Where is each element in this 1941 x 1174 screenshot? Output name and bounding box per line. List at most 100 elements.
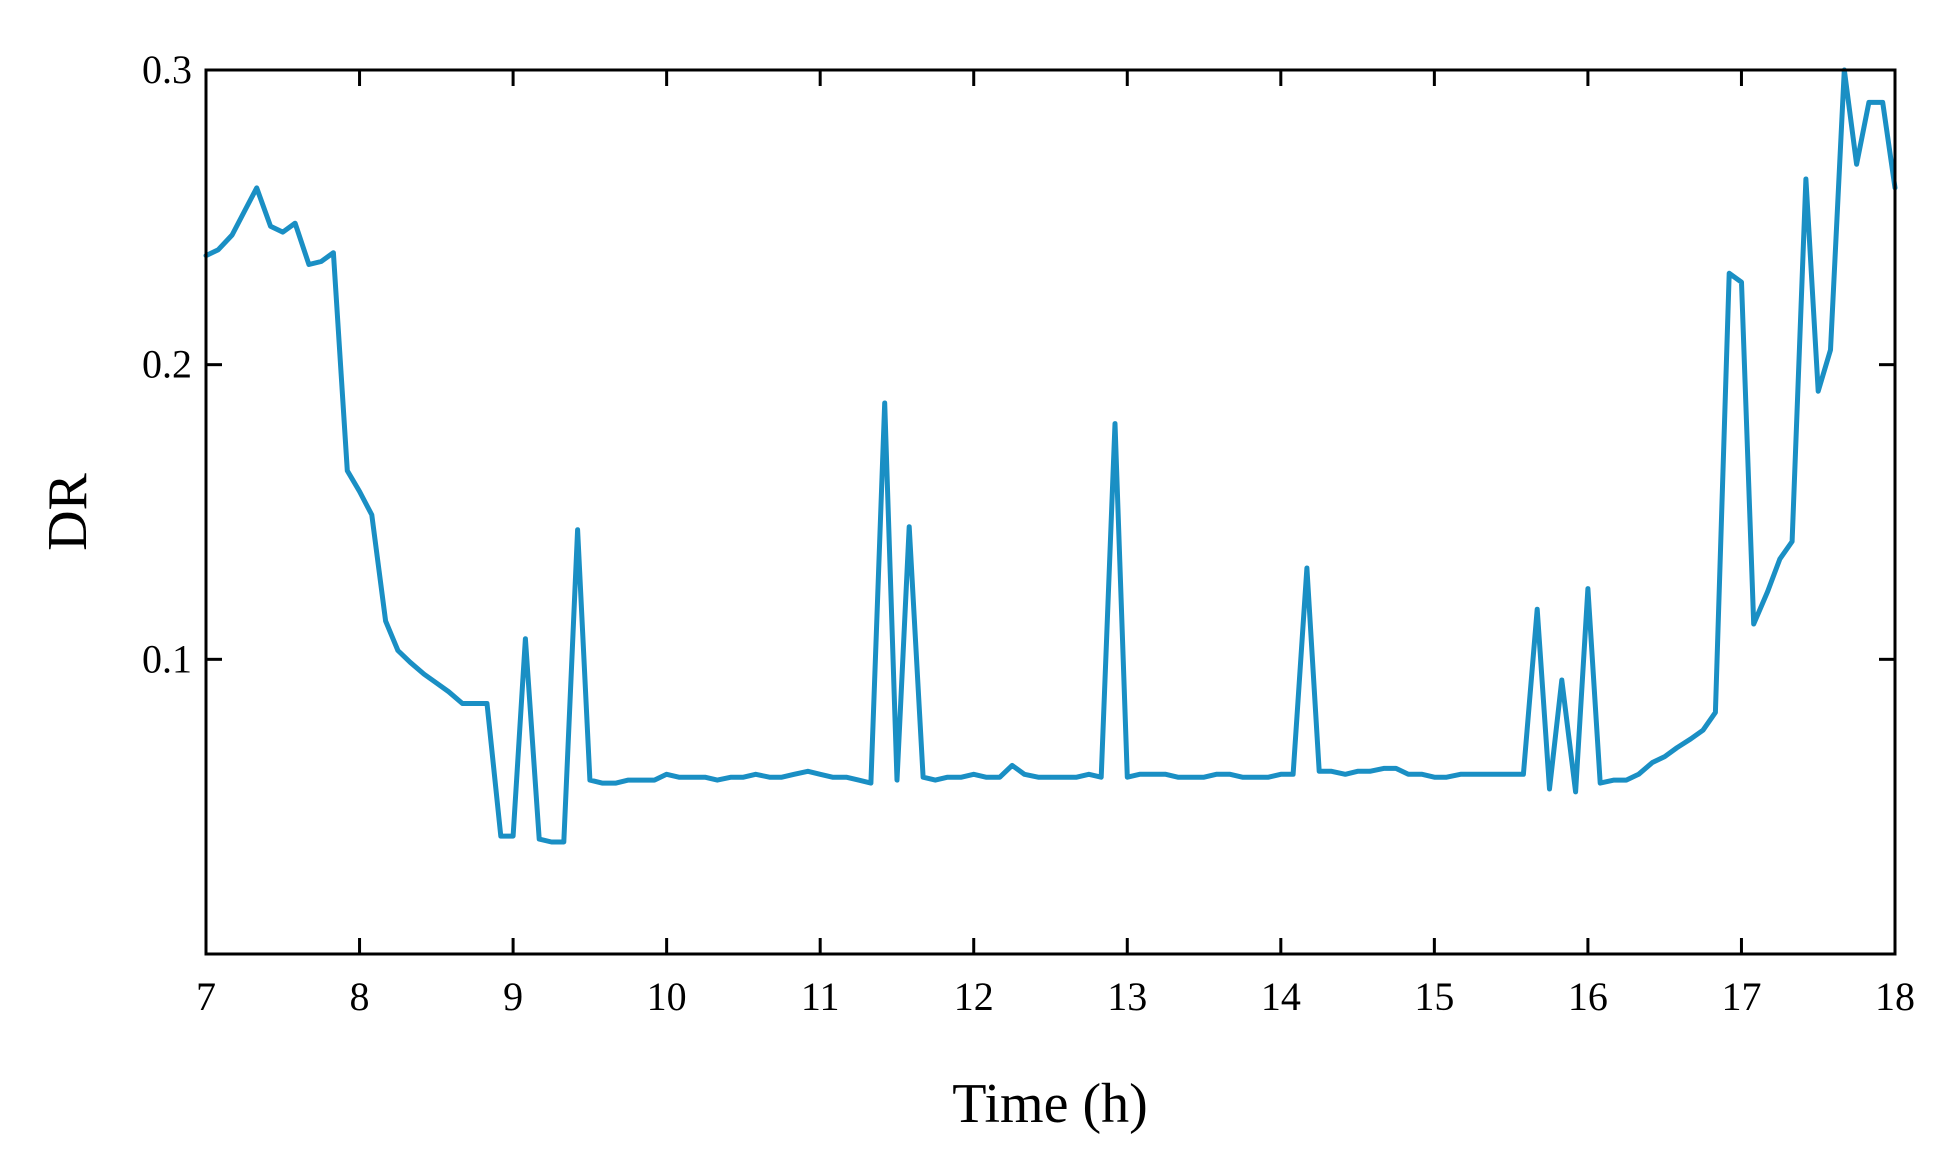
x-tick-label: 10 <box>647 974 687 1019</box>
data-point <box>423 673 425 675</box>
data-point <box>1740 281 1743 284</box>
data-point <box>922 776 924 778</box>
data-point <box>678 776 680 778</box>
data-point <box>1752 623 1755 625</box>
data-point <box>1215 773 1218 776</box>
data-point <box>294 222 296 224</box>
data-point <box>1100 776 1102 778</box>
data-point <box>1075 776 1078 778</box>
data-point <box>1241 776 1244 778</box>
x-axis-title: Time (h) <box>952 1073 1148 1135</box>
data-point <box>1498 773 1500 776</box>
data-point <box>857 779 860 781</box>
data-point <box>346 469 349 472</box>
data-point <box>1382 767 1385 770</box>
data-point <box>550 841 553 843</box>
data-point <box>1267 776 1270 778</box>
data-point <box>960 776 963 778</box>
data-point <box>845 776 848 778</box>
data-point <box>1855 163 1858 166</box>
data-point <box>1791 540 1793 543</box>
data-point <box>1049 776 1052 778</box>
data-point <box>589 779 591 781</box>
tick-labels: 7 8 9 10 11 12 13 14 15 16 17 18 0.1 0.2 0.3 <box>142 47 1915 1019</box>
data-point <box>1011 764 1013 767</box>
data-point <box>665 773 668 776</box>
data-point <box>870 782 872 784</box>
data-point <box>896 779 898 781</box>
data-point <box>831 776 834 778</box>
data-point <box>563 841 565 843</box>
data-point <box>1023 773 1026 776</box>
data-point <box>1663 755 1666 758</box>
data-point <box>461 702 464 705</box>
data-point <box>397 649 399 652</box>
data-point <box>704 776 706 778</box>
data-point <box>1690 738 1692 740</box>
data-point <box>1114 422 1116 425</box>
data-point <box>217 248 220 251</box>
data-point <box>308 263 310 266</box>
data-point <box>1191 776 1193 778</box>
data-point <box>576 528 579 531</box>
x-tick-label: 16 <box>1568 974 1608 1019</box>
data-point <box>231 234 233 236</box>
data-point <box>1203 776 1205 778</box>
data-point <box>1344 773 1347 776</box>
data-point <box>1728 272 1730 275</box>
data-point <box>1625 779 1628 781</box>
data-point <box>1088 773 1090 776</box>
x-tick-label: 18 <box>1875 974 1915 1019</box>
data-point <box>639 779 642 781</box>
data-point <box>255 187 258 189</box>
data-point <box>1138 773 1141 776</box>
data-point <box>1702 729 1704 731</box>
data-point <box>371 514 373 516</box>
data-point <box>500 835 502 837</box>
data-point <box>1472 773 1474 776</box>
x-tick-label: 7 <box>196 974 216 1019</box>
x-tick-label: 17 <box>1721 974 1761 1019</box>
axis-ticks <box>204 68 1897 954</box>
data-point <box>1177 776 1179 778</box>
data-point <box>946 776 949 778</box>
data-point <box>1714 711 1717 714</box>
data-point <box>1229 773 1231 776</box>
data-point <box>1817 390 1819 393</box>
data-point <box>332 251 335 254</box>
data-point <box>282 231 284 233</box>
data-point <box>1253 776 1256 778</box>
data-point <box>768 776 771 778</box>
data-point <box>1561 679 1563 681</box>
data-point <box>1676 746 1678 749</box>
data-point <box>627 779 630 781</box>
x-tick-label: 15 <box>1414 974 1454 1019</box>
data-point <box>1881 101 1884 104</box>
data-point <box>781 776 783 778</box>
data-point <box>269 225 272 227</box>
x-tick-label: 13 <box>1107 974 1147 1019</box>
data-point <box>243 210 246 213</box>
data-point <box>1510 773 1512 776</box>
data-point <box>1407 773 1410 776</box>
data-point <box>1445 776 1448 778</box>
data-point <box>1637 773 1640 776</box>
data-point <box>1587 587 1589 590</box>
data-point <box>1280 773 1282 776</box>
data-point <box>1522 773 1525 776</box>
data-point <box>883 402 886 404</box>
data-point <box>358 490 361 493</box>
data-point <box>742 776 745 778</box>
data-point <box>1306 567 1308 569</box>
x-tick-label: 14 <box>1261 974 1301 1019</box>
data-point <box>1574 791 1577 793</box>
data-point <box>384 620 387 622</box>
data-point <box>1037 776 1039 778</box>
data-point <box>1062 776 1064 778</box>
x-tick-label: 9 <box>503 974 523 1019</box>
y-tick-label: 0.1 <box>142 636 192 681</box>
x-tick-label: 11 <box>801 974 840 1019</box>
data-point <box>999 776 1001 778</box>
